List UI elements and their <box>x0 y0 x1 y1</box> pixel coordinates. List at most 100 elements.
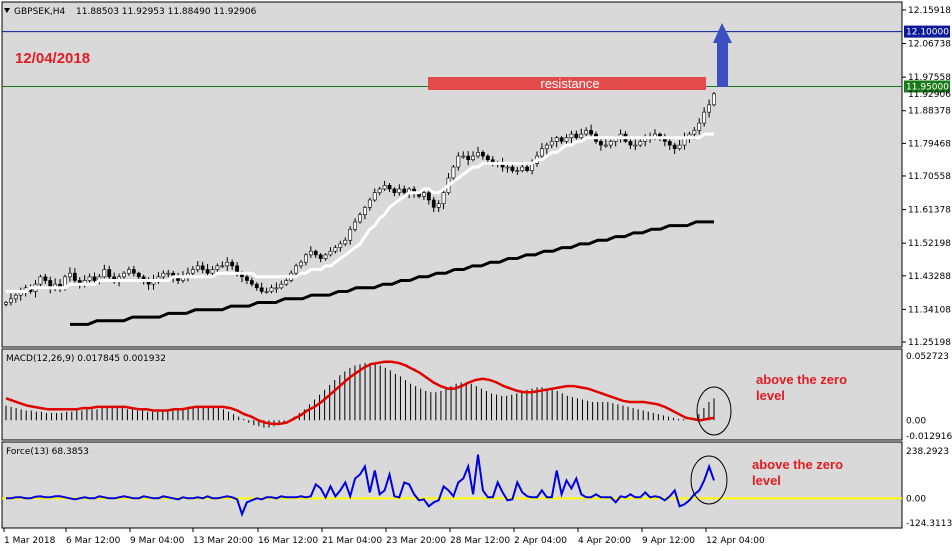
price-candle <box>4 301 8 307</box>
price-candle <box>200 261 205 274</box>
price-candle <box>87 273 92 283</box>
price-candle <box>338 240 343 252</box>
price-candle <box>210 266 215 276</box>
price-candle <box>707 99 711 118</box>
price-candle <box>466 151 471 166</box>
price-ytick-label: 11.61378 <box>908 206 951 216</box>
macd-note-line2: level <box>756 388 785 403</box>
price-candle <box>638 138 643 148</box>
price-candle <box>259 282 264 294</box>
price-candle <box>608 139 613 149</box>
up-arrow <box>713 23 732 87</box>
resistance-label: resistance <box>540 76 599 91</box>
price-candle <box>589 124 593 137</box>
price-candle <box>215 263 220 273</box>
level-tag <box>904 25 950 38</box>
xtick-label: 6 Mar 12:00 <box>66 536 121 546</box>
price-candle <box>72 268 77 285</box>
price-candle <box>367 197 372 211</box>
price-candle <box>544 142 549 155</box>
price-candle <box>540 143 544 160</box>
price-candle <box>372 188 377 202</box>
price-candle <box>382 180 387 191</box>
price-candle <box>402 185 407 197</box>
price-candle <box>363 205 367 220</box>
xtick-label: 13 Mar 20:00 <box>193 536 253 546</box>
price-ytick-label: 11.70558 <box>908 172 951 182</box>
price-candle <box>505 165 510 173</box>
date-label: 12/04/2018 <box>15 50 90 67</box>
resistance-zone <box>428 77 706 90</box>
price-candle <box>13 293 18 303</box>
price-candle <box>702 107 707 127</box>
price-candle <box>426 189 431 205</box>
price-candle <box>431 196 436 213</box>
price-candle <box>603 139 608 148</box>
x-axis-ticks: 1 Mar 2018 6 Mar 12:00 9 Mar 04:00 13 Mar 2… <box>3 528 765 546</box>
price-candle <box>392 187 397 197</box>
force-ytick-label: 238.2923 <box>906 447 949 457</box>
force-ytick-label: 0.00 <box>906 494 926 504</box>
price-candle <box>92 272 97 284</box>
price-candle <box>274 282 279 293</box>
price-candle <box>225 257 230 271</box>
force-title: Force(13) 68.3853 <box>6 447 89 457</box>
price-candle <box>279 280 284 290</box>
price-candle <box>107 265 112 280</box>
price-candle <box>697 118 702 135</box>
xtick-label: 28 Mar 12:00 <box>450 536 510 546</box>
price-candle <box>348 226 353 245</box>
price-candle <box>461 151 466 159</box>
macd-ytick-label: -0.012916 <box>906 432 952 442</box>
price-candle <box>471 151 475 162</box>
price-candle <box>569 130 574 144</box>
price-candle <box>456 152 461 171</box>
price-candle <box>436 200 441 213</box>
price-candle <box>628 139 633 150</box>
price-ytick-label: 12.15918 <box>908 6 951 16</box>
macd-ytick-label: 0.052723 <box>906 352 949 362</box>
level-tag-label: 11.95000 <box>906 83 949 93</box>
price-ytick-label: 11.25198 <box>908 338 951 348</box>
price-candle <box>313 249 318 258</box>
price-candle <box>254 282 259 291</box>
price-candle <box>220 261 225 268</box>
price-candle <box>136 271 141 280</box>
xtick-label: 21 Mar 04:00 <box>322 536 382 546</box>
price-candle <box>422 189 426 201</box>
price-candle <box>245 274 249 285</box>
price-candle <box>269 284 274 294</box>
macd-ytick-label: 0.00 <box>906 416 926 426</box>
macd-title: MACD(12,26,9) 0.017845 0.001932 <box>6 354 166 364</box>
price-candle <box>377 186 382 196</box>
y-axis-ticks: 12.15918 12.06738 11.97558 11.88378 11.79468… <box>902 6 952 529</box>
price-candle <box>230 259 235 270</box>
price-panel: resistance 12/04/2018 GBPSEK,H4 11.88503… <box>1 1 903 348</box>
xtick-label: 12 Apr 04:00 <box>706 536 765 546</box>
xtick-label: 1 Mar 2018 <box>4 536 56 546</box>
level-tag <box>904 80 950 93</box>
price-candle <box>451 164 456 180</box>
price-ytick-label: 12.06738 <box>908 40 951 50</box>
price-candle <box>299 259 303 269</box>
price-candle <box>358 212 362 224</box>
price-candle <box>68 267 72 282</box>
force-note-line2: level <box>752 473 781 488</box>
force-panel-bg <box>1 441 903 529</box>
chart-header-symbol: GBPSEK,H4 <box>14 7 66 17</box>
xtick-label: 23 Mar 20:00 <box>386 536 446 546</box>
force-ytick-label: -124.3113 <box>906 519 952 529</box>
header-triangle-icon <box>4 8 10 13</box>
price-candle <box>9 293 13 306</box>
price-candle <box>515 167 520 175</box>
price-ytick-label: 11.97558 <box>908 73 951 83</box>
price-ytick-label: 11.43288 <box>908 272 951 282</box>
price-candle <box>559 136 564 145</box>
price-candle <box>127 266 131 276</box>
sma-slow-line <box>70 220 714 326</box>
xtick-label: 9 Mar 04:00 <box>130 536 185 546</box>
price-candle <box>574 130 579 140</box>
price-candle <box>476 146 480 159</box>
force-note-line1: above the zero <box>752 457 843 472</box>
